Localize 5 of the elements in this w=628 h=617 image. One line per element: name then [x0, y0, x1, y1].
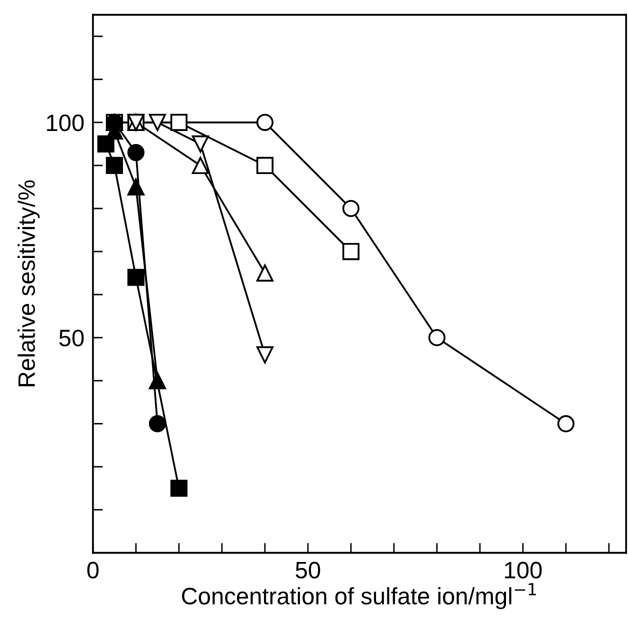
y-axis-title: Relative sesitivity/% — [18, 180, 40, 386]
x-axis-title: Concentration of sulfate ion/mgl$^{−1}$ — [182, 583, 536, 610]
x-tick-label: 50 — [296, 562, 320, 579]
x-tick-label: 0 — [87, 562, 99, 579]
x-tick-label: 100 — [505, 562, 542, 579]
